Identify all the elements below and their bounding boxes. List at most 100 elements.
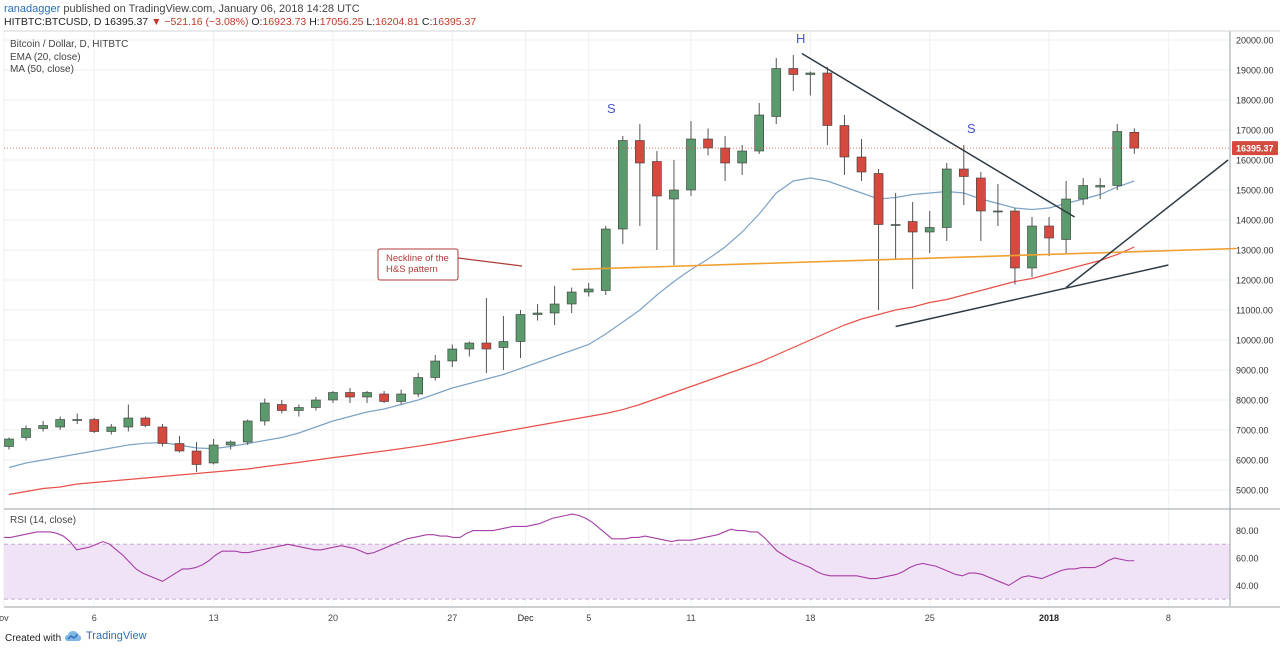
candle-up bbox=[686, 121, 696, 196]
candle-body bbox=[208, 444, 219, 464]
open-value: 16923.73 bbox=[262, 16, 307, 28]
rsi-axis-tick-label: 40.00 bbox=[1236, 581, 1259, 591]
candle-body bbox=[600, 228, 611, 291]
ohlc-line: HITBTC:BTCUSD, D 16395.37 ▼ −521.16 (−3.… bbox=[4, 16, 476, 28]
candle-up bbox=[208, 439, 219, 465]
high-value: 17056.25 bbox=[319, 16, 364, 28]
candle-body bbox=[21, 428, 31, 438]
candle-up bbox=[447, 344, 458, 367]
candle-body bbox=[123, 417, 134, 428]
candle-body bbox=[498, 341, 509, 348]
candle-up bbox=[242, 419, 253, 445]
price-axis-tick-label: 18000.00 bbox=[1236, 96, 1274, 106]
change-arrow-icon: ▼ bbox=[151, 16, 162, 28]
candle-body bbox=[941, 168, 952, 228]
price-axis-tick-label: 16000.00 bbox=[1236, 156, 1274, 166]
candle-up bbox=[805, 71, 816, 96]
candle-body bbox=[958, 168, 969, 177]
candle-body bbox=[686, 138, 696, 191]
candle-body bbox=[1027, 225, 1037, 269]
candle-up bbox=[617, 136, 628, 244]
candle-up bbox=[4, 437, 14, 450]
candle-down bbox=[788, 55, 799, 91]
candle-up bbox=[396, 389, 406, 405]
candle-body bbox=[788, 68, 799, 75]
candle-up bbox=[430, 355, 441, 381]
candle-body bbox=[242, 420, 253, 443]
candle-body bbox=[1112, 131, 1123, 186]
change-value: −521.16 (−3.08%) bbox=[164, 16, 249, 28]
open-label: O: bbox=[251, 16, 263, 28]
candle-up bbox=[532, 304, 543, 321]
candle-down bbox=[839, 115, 850, 175]
candle-down bbox=[140, 416, 151, 427]
candle-body bbox=[328, 392, 338, 401]
publisher-link[interactable]: ranadagger bbox=[4, 3, 61, 15]
candle-body bbox=[191, 450, 202, 465]
candle-down bbox=[1044, 217, 1054, 256]
candle-up bbox=[123, 404, 134, 432]
candle-body bbox=[106, 426, 117, 432]
candle-body bbox=[345, 392, 355, 398]
candle-down bbox=[873, 169, 884, 310]
candle-up bbox=[1027, 217, 1037, 277]
candle-body bbox=[549, 303, 560, 314]
candle-down bbox=[635, 124, 645, 226]
candle-body bbox=[276, 404, 287, 411]
candle-up bbox=[294, 404, 304, 417]
candle-body bbox=[396, 393, 406, 402]
right-shoulder-label: S bbox=[967, 121, 976, 136]
tradingview-link[interactable]: TradingView bbox=[64, 630, 147, 642]
candle-body bbox=[873, 173, 884, 225]
candle-body bbox=[515, 314, 526, 342]
candle-body bbox=[430, 360, 441, 378]
candle-down bbox=[976, 172, 986, 241]
trendline bbox=[1065, 159, 1229, 289]
candle-body bbox=[771, 68, 782, 117]
candle-body bbox=[1010, 210, 1020, 269]
candle-up bbox=[328, 391, 338, 403]
candle-body bbox=[157, 426, 168, 444]
price-axis-tick-label: 14000.00 bbox=[1236, 216, 1274, 226]
time-axis-tick-label: 2018 bbox=[1039, 613, 1059, 623]
candle-up bbox=[1078, 178, 1088, 205]
time-axis-tick-label: Dec bbox=[518, 613, 535, 623]
candle-up bbox=[413, 373, 424, 397]
candle-body bbox=[1078, 185, 1088, 200]
price-axis-tick-label: 17000.00 bbox=[1236, 126, 1274, 136]
candle-body bbox=[1061, 198, 1071, 240]
candle-down bbox=[720, 136, 730, 181]
candle-down bbox=[1010, 208, 1020, 285]
tradingview-cloud-icon bbox=[65, 631, 81, 641]
rsi-panel-title: RSI (14, close) bbox=[10, 515, 77, 526]
candle-body bbox=[72, 419, 82, 421]
last-price-badge bbox=[1232, 141, 1278, 156]
candle-body bbox=[311, 399, 321, 408]
candle-body bbox=[362, 392, 372, 398]
candle-body bbox=[669, 189, 679, 200]
published-text: published on TradingView.com, January 06… bbox=[63, 3, 360, 15]
time-axis-tick-label: ov bbox=[0, 613, 9, 623]
time-axis-tick-label: 20 bbox=[328, 613, 338, 623]
neckline-callout-line2: H&S pattern bbox=[386, 264, 438, 275]
rsi-line bbox=[3, 513, 1135, 587]
candle-down bbox=[379, 391, 389, 403]
low-value: 16204.81 bbox=[375, 16, 419, 28]
candle-up bbox=[1095, 178, 1105, 199]
candle-down bbox=[652, 151, 662, 250]
candle-up bbox=[583, 283, 594, 297]
price-axis-tick-label: 13000.00 bbox=[1236, 246, 1274, 256]
candle-up bbox=[1112, 124, 1123, 190]
publish-line: ranadagger published on TradingView.com,… bbox=[4, 3, 360, 15]
chart-canvas[interactable]: 5000.00 6000.00 7000.00 8000.00 9000.00 10000… bbox=[0, 0, 1280, 628]
tradingview-brand: TradingView bbox=[86, 630, 147, 642]
candle-body bbox=[566, 291, 577, 305]
price-axis-tick-label: 7000.00 bbox=[1236, 426, 1269, 436]
candle-up bbox=[941, 163, 952, 241]
rsi-axis-tick-label: 80.00 bbox=[1236, 526, 1259, 536]
candle-body bbox=[1095, 185, 1105, 188]
ma-legend: MA (50, close) bbox=[10, 64, 74, 75]
price-axis-tick-label: 15000.00 bbox=[1236, 186, 1274, 196]
candle-up bbox=[566, 287, 577, 313]
candle-body bbox=[1129, 131, 1140, 149]
